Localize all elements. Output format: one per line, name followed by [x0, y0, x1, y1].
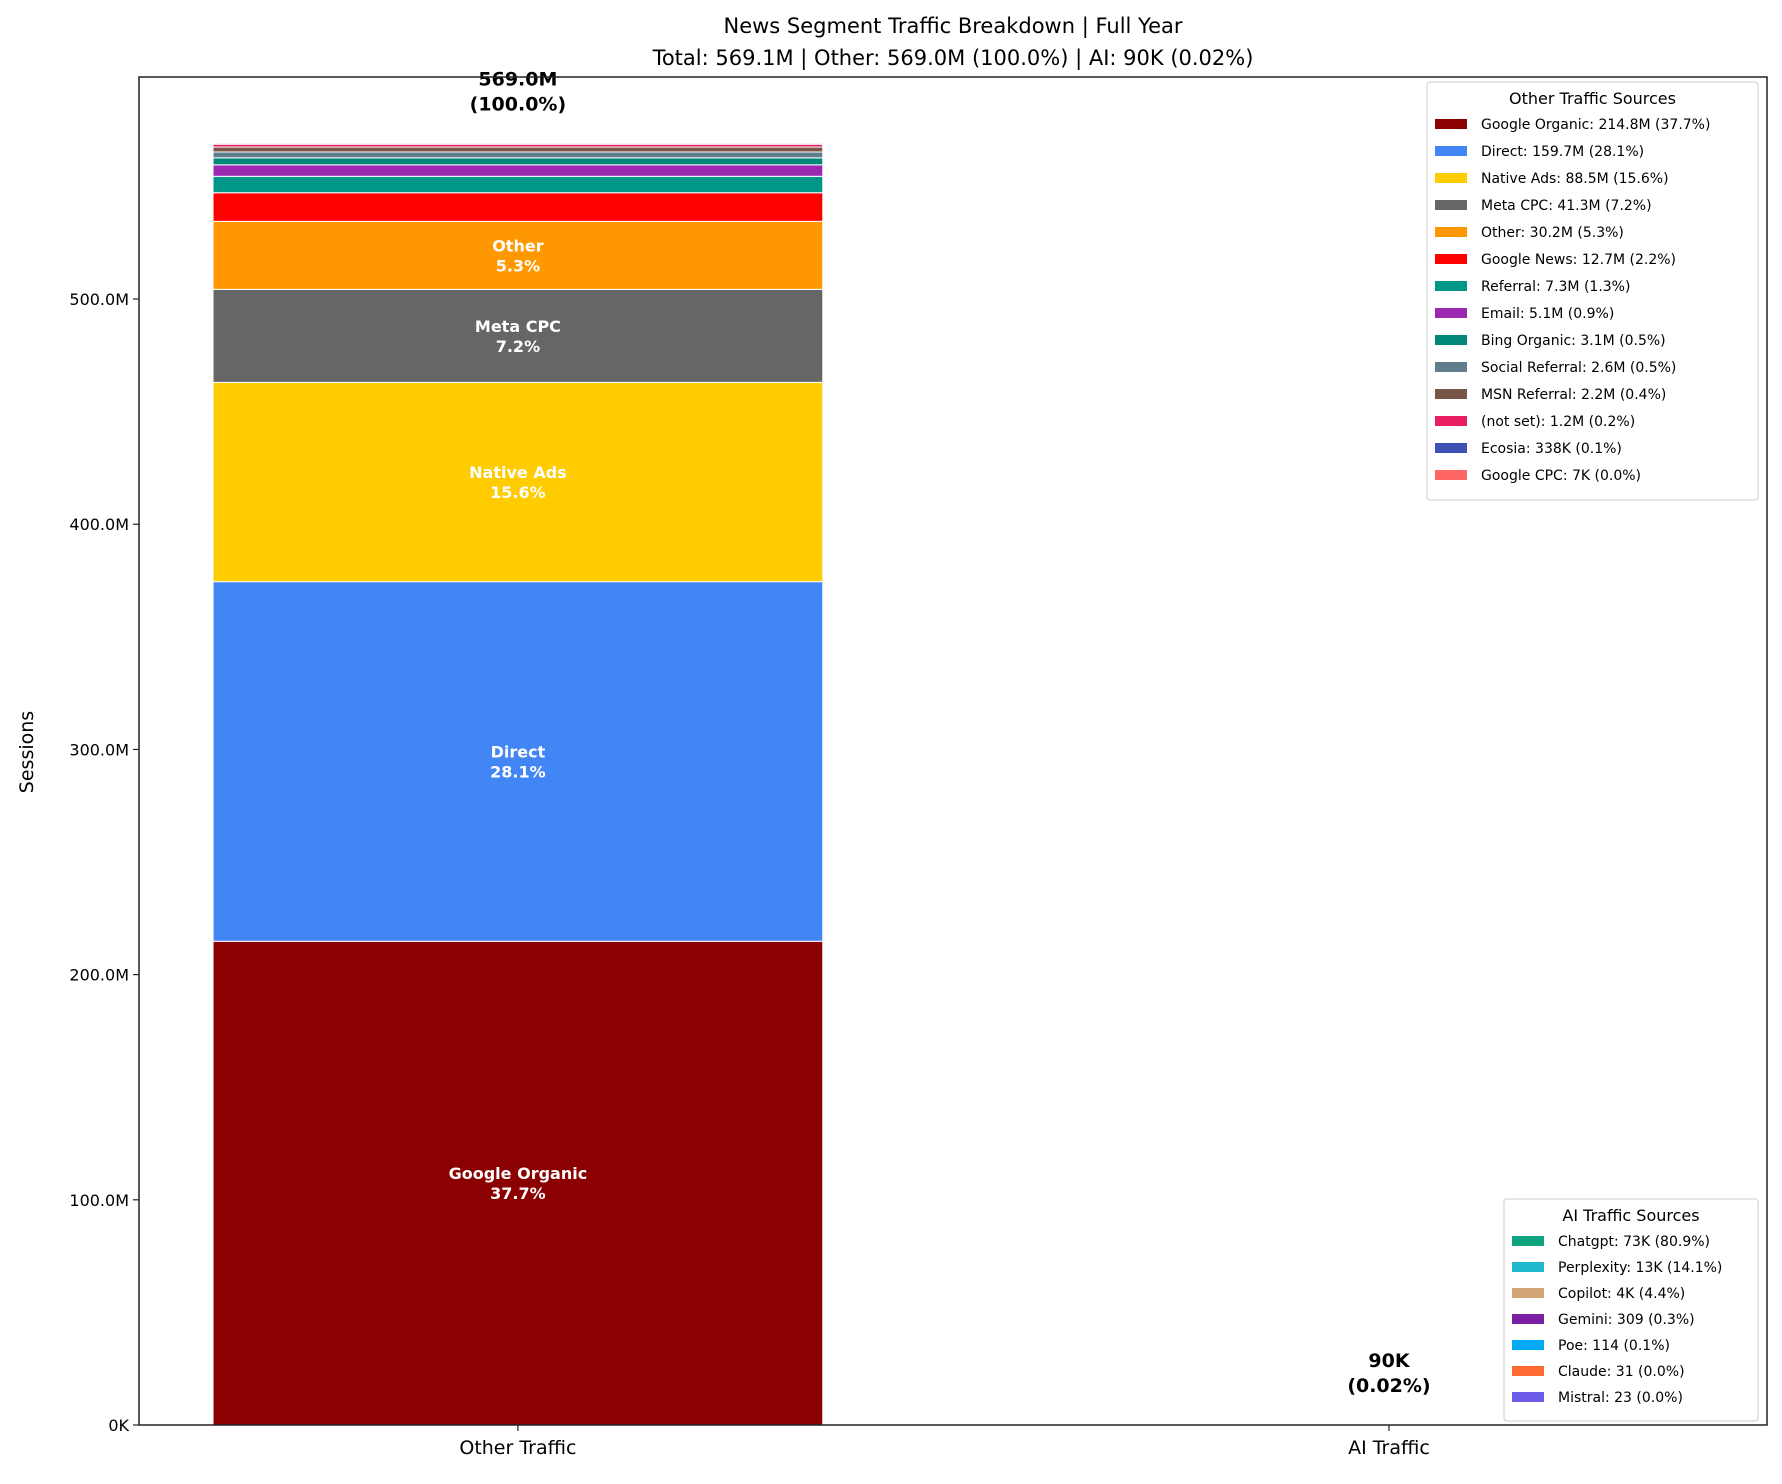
legend-swatch — [1512, 1366, 1544, 1376]
legend-swatch — [1435, 254, 1467, 264]
bar-total-pct-label: (100.0%) — [470, 94, 567, 116]
bar-segment-email — [213, 165, 823, 176]
bar-segment-google-news — [213, 193, 823, 222]
legend-entry: Native Ads: 88.5M (15.6%) — [1481, 171, 1669, 187]
legend-entry: Gemini: 309 (0.3%) — [1558, 1312, 1695, 1328]
segment-pct-label: 37.7% — [490, 1184, 546, 1203]
legend-entry: Google Organic: 214.8M (37.7%) — [1481, 117, 1710, 133]
segment-label: Google Organic — [449, 1164, 588, 1183]
legend-other-traffic: Other Traffic Sources Google Organic: 214… — [1427, 82, 1758, 500]
legend-entry: Google News: 12.7M (2.2%) — [1481, 252, 1676, 268]
y-tick-label: 300.0M — [69, 740, 129, 759]
legend-swatch — [1435, 308, 1467, 318]
legend-entry: Ecosia: 338K (0.1%) — [1481, 441, 1622, 457]
legend-ai-traffic: AI Traffic Sources Chatgpt: 73K (80.9%) Pe… — [1504, 1199, 1758, 1421]
segment-pct-label: 28.1% — [490, 762, 546, 781]
segment-label: Direct — [491, 742, 546, 761]
segment-pct-label: 5.3% — [496, 256, 540, 275]
legend-swatch — [1512, 1288, 1544, 1298]
bar-total-pct-label: (0.02%) — [1347, 1375, 1430, 1397]
chart-subtitle: Total: 569.1M | Other: 569.0M (100.0%) |… — [652, 46, 1254, 71]
bar-segment--not-set- — [213, 144, 823, 147]
y-tick-label: 200.0M — [69, 966, 129, 985]
legend-entry: Other: 30.2M (5.3%) — [1481, 225, 1624, 241]
x-tick-label: AI Traffic — [1348, 1437, 1430, 1459]
legend-entry: (not set): 1.2M (0.2%) — [1481, 414, 1635, 430]
bar-segment-social-referral — [213, 152, 823, 158]
x-tick-label: Other Traffic — [459, 1437, 576, 1459]
legend-swatch — [1435, 227, 1467, 237]
legend-swatch — [1512, 1262, 1544, 1272]
legend-entry: Email: 5.1M (0.9%) — [1481, 306, 1614, 322]
bar-total-label: 90K — [1368, 1350, 1410, 1372]
y-tick-label: 0K — [108, 1416, 129, 1435]
segment-label: Meta CPC — [475, 317, 561, 336]
legend-swatch — [1435, 443, 1467, 453]
legend-entry: MSN Referral: 2.2M (0.4%) — [1481, 387, 1666, 403]
y-tick-label: 400.0M — [69, 515, 129, 534]
legend-swatch — [1435, 173, 1467, 183]
legend-entry: Meta CPC: 41.3M (7.2%) — [1481, 198, 1652, 214]
legend-entry: Bing Organic: 3.1M (0.5%) — [1481, 333, 1666, 349]
legend-swatch — [1435, 281, 1467, 291]
legend-swatch — [1435, 470, 1467, 480]
segment-pct-label: 7.2% — [496, 337, 540, 356]
y-axis-label: Sessions — [16, 711, 38, 793]
segment-label: Native Ads — [469, 463, 567, 482]
legend-swatch — [1512, 1314, 1544, 1324]
y-tick-label: 100.0M — [69, 1191, 129, 1210]
legend-entry: Poe: 114 (0.1%) — [1558, 1338, 1670, 1354]
legend-swatch — [1435, 119, 1467, 129]
y-tick-label: 500.0M — [69, 290, 129, 309]
legend-entry: Direct: 159.7M (28.1%) — [1481, 144, 1644, 160]
legend-title: Other Traffic Sources — [1509, 89, 1676, 108]
bar-segment-referral — [213, 176, 823, 192]
legend-entry: Claude: 31 (0.0%) — [1558, 1364, 1685, 1380]
legend-swatch — [1435, 200, 1467, 210]
bar-segment-bing-organic — [213, 158, 823, 165]
legend-box — [1504, 1199, 1758, 1421]
legend-swatch — [1512, 1340, 1544, 1350]
legends: Other Traffic Sources Google Organic: 214… — [1427, 82, 1758, 1421]
legend-entry: Copilot: 4K (4.4%) — [1558, 1286, 1685, 1302]
bar-segment-msn-referral — [213, 147, 823, 152]
legend-entry: Mistral: 23 (0.0%) — [1558, 1390, 1683, 1406]
legend-entry: Perplexity: 13K (14.1%) — [1558, 1260, 1722, 1276]
legend-entry: Google CPC: 7K (0.0%) — [1481, 468, 1641, 484]
legend-entry: Social Referral: 2.6M (0.5%) — [1481, 360, 1676, 376]
legend-swatch — [1435, 146, 1467, 156]
segment-label: Other — [492, 236, 543, 255]
legend-swatch — [1435, 416, 1467, 426]
legend-swatch — [1435, 335, 1467, 345]
legend-swatch — [1512, 1236, 1544, 1246]
chart-title: News Segment Traffic Breakdown | Full Ye… — [723, 14, 1182, 39]
bar-total-label: 569.0M — [478, 69, 557, 91]
legend-swatch — [1512, 1392, 1544, 1402]
segment-pct-label: 15.6% — [490, 483, 546, 502]
legend-entry: Referral: 7.3M (1.3%) — [1481, 279, 1630, 295]
legend-title: AI Traffic Sources — [1562, 1206, 1699, 1225]
legend-swatch — [1435, 362, 1467, 372]
legend-entry: Chatgpt: 73K (80.9%) — [1558, 1234, 1710, 1250]
legend-swatch — [1435, 389, 1467, 399]
